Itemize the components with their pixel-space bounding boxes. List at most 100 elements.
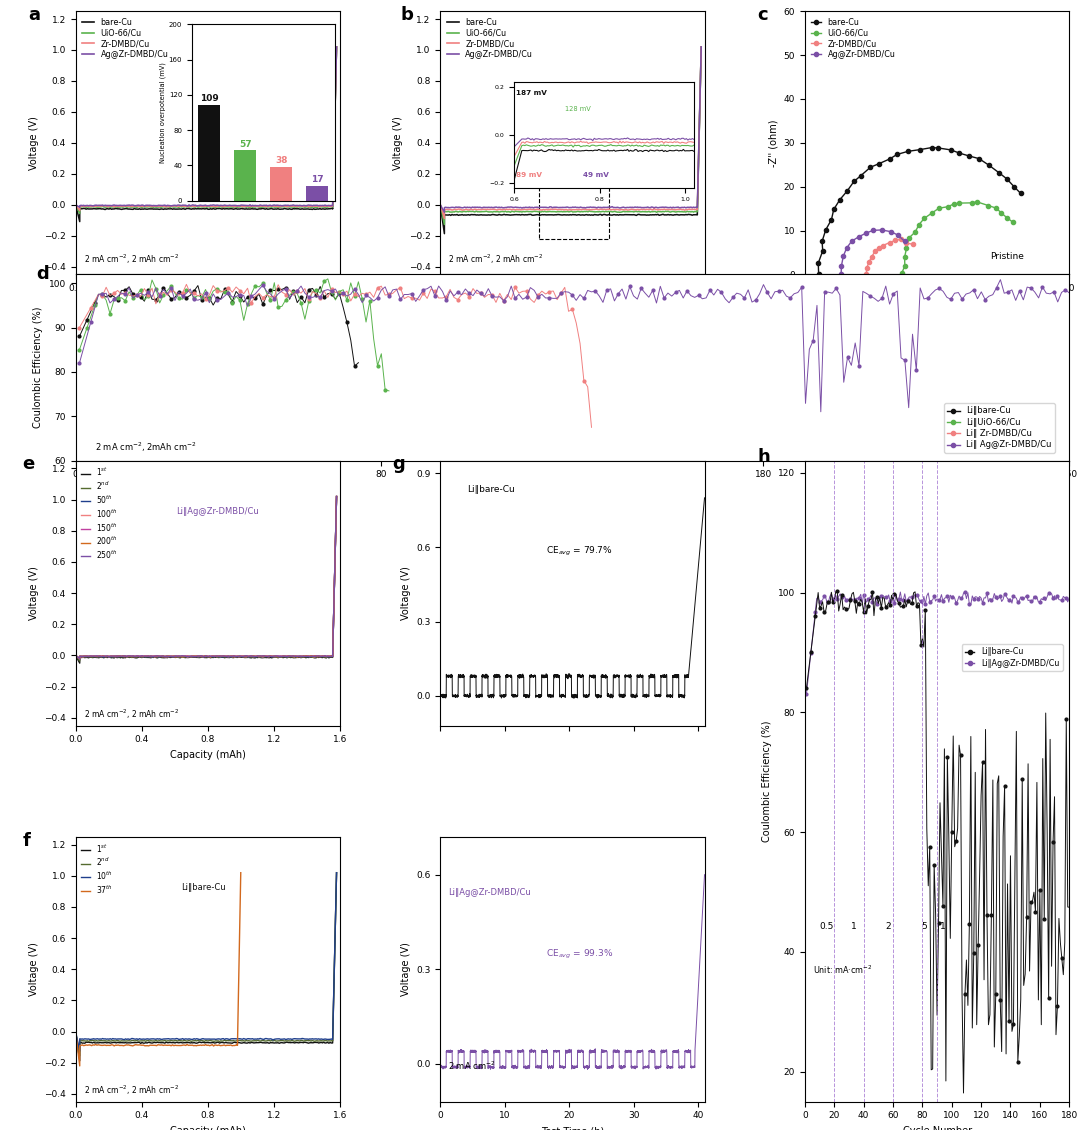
- 150$^{th}$: [157, 650, 170, 663]
- Text: 1$^{st}$: 1$^{st}$: [672, 168, 686, 182]
- 2$^{nd}$: [144, 1034, 157, 1048]
- 10$^{th}$: [73, 1043, 86, 1057]
- 50$^{th}$: [157, 650, 170, 663]
- 10$^{th}$: [73, 1044, 86, 1058]
- 1$^{st}$: [73, 1052, 86, 1066]
- Bar: [539, 171, 609, 238]
- Line: 50$^{th}$: 50$^{th}$: [76, 496, 337, 660]
- Legend: bare-Cu, UiO-66/Cu, Zr-DMBD/Cu, Ag@Zr-DMBD/Cu: bare-Cu, UiO-66/Cu, Zr-DMBD/Cu, Ag@Zr-DM…: [809, 16, 897, 61]
- 1$^{st}$: [330, 866, 343, 879]
- Text: 5: 5: [921, 922, 927, 931]
- Text: 2 mA cm$^{-2}$, 2mAh cm$^{-2}$: 2 mA cm$^{-2}$, 2mAh cm$^{-2}$: [95, 441, 197, 454]
- Text: a: a: [28, 6, 40, 24]
- 50$^{th}$: [197, 650, 210, 663]
- Y-axis label: Voltage (V): Voltage (V): [401, 566, 410, 620]
- Legend: bare-Cu, UiO-66/Cu, Zr-DMBD/Cu, Ag@Zr-DMBD/Cu: bare-Cu, UiO-66/Cu, Zr-DMBD/Cu, Ag@Zr-DM…: [80, 16, 171, 61]
- 200$^{th}$: [73, 652, 86, 666]
- 2$^{nd}$: [330, 489, 343, 503]
- Text: CE$_{avg}$ = 79.7%: CE$_{avg}$ = 79.7%: [546, 545, 612, 558]
- 100$^{th}$: [157, 650, 170, 663]
- 150$^{th}$: [73, 652, 86, 666]
- 150$^{th}$: [69, 649, 82, 662]
- Text: Unit: mA·cm$^{-2}$: Unit: mA·cm$^{-2}$: [813, 963, 873, 975]
- 1$^{st}$: [197, 1035, 210, 1049]
- Line: 150$^{th}$: 150$^{th}$: [76, 496, 337, 659]
- 1$^{st}$: [91, 1036, 104, 1050]
- 1$^{st}$: [203, 1036, 216, 1050]
- Line: 37$^{th}$: 37$^{th}$: [76, 872, 241, 1066]
- Legend: 1$^{st}$, 2$^{nd}$, 50$^{th}$, 100$^{th}$, 150$^{th}$, 200$^{th}$, 250$^{th}$: 1$^{st}$, 2$^{nd}$, 50$^{th}$, 100$^{th}…: [80, 464, 120, 563]
- 1$^{st}$: [157, 1036, 170, 1050]
- Line: 10$^{th}$: 10$^{th}$: [76, 872, 337, 1051]
- 250$^{th}$: [157, 650, 170, 663]
- 2$^{nd}$: [330, 866, 343, 879]
- 50$^{th}$: [330, 489, 343, 503]
- 250$^{th}$: [203, 650, 216, 663]
- X-axis label: Capacity (mAh): Capacity (mAh): [170, 298, 245, 308]
- 10$^{th}$: [157, 1032, 170, 1045]
- 150$^{th}$: [203, 650, 216, 663]
- 100$^{th}$: [73, 652, 86, 666]
- 200$^{th}$: [203, 650, 216, 663]
- Text: Pristine: Pristine: [990, 252, 1024, 261]
- 2$^{nd}$: [91, 650, 104, 663]
- 37$^{th}$: [234, 866, 247, 879]
- Y-axis label: -Z'' (ohm): -Z'' (ohm): [768, 119, 779, 166]
- 100$^{th}$: [69, 649, 82, 662]
- 200$^{th}$: [330, 489, 343, 503]
- 1$^{st}$: [144, 651, 157, 664]
- Text: 2 mA cm$^{-2}$, 2 mAh cm$^{-2}$: 2 mA cm$^{-2}$, 2 mAh cm$^{-2}$: [448, 253, 543, 267]
- Y-axis label: Coulombic Efficiency (%): Coulombic Efficiency (%): [762, 721, 772, 842]
- 1$^{st}$: [69, 1025, 82, 1038]
- 250$^{th}$: [73, 651, 86, 664]
- 2$^{nd}$: [157, 650, 170, 663]
- X-axis label: Z' (ohm): Z' (ohm): [916, 298, 958, 308]
- 100$^{th}$: [144, 650, 157, 663]
- 50$^{th}$: [73, 653, 86, 667]
- Line: 1$^{st}$: 1$^{st}$: [76, 872, 337, 1061]
- Text: c: c: [757, 6, 768, 24]
- 200$^{th}$: [144, 650, 157, 663]
- 1$^{st}$: [203, 651, 216, 664]
- 50$^{th}$: [91, 650, 104, 663]
- Text: Li‖Ag@Zr-DMBD/Cu: Li‖Ag@Zr-DMBD/Cu: [176, 506, 259, 515]
- 2$^{nd}$: [91, 1034, 104, 1048]
- 1$^{st}$: [91, 651, 104, 664]
- 37$^{th}$: [73, 1059, 86, 1072]
- Text: 1: 1: [940, 922, 945, 931]
- Y-axis label: Voltage (V): Voltage (V): [401, 942, 410, 997]
- 2$^{nd}$: [203, 1034, 216, 1048]
- Text: Li‖bare-Cu: Li‖bare-Cu: [181, 883, 226, 892]
- 10$^{th}$: [69, 1025, 82, 1038]
- 100$^{th}$: [330, 489, 343, 503]
- X-axis label: Capacity (mAh): Capacity (mAh): [170, 1125, 245, 1130]
- 1$^{st}$: [330, 489, 343, 503]
- X-axis label: Cycle Number: Cycle Number: [903, 1125, 972, 1130]
- 250$^{th}$: [73, 652, 86, 666]
- Y-axis label: Voltage (V): Voltage (V): [28, 116, 39, 170]
- 200$^{th}$: [157, 649, 170, 662]
- Legend: 1$^{st}$, 2$^{nd}$, 10$^{th}$, 37$^{th}$: 1$^{st}$, 2$^{nd}$, 10$^{th}$, 37$^{th}$: [80, 841, 114, 897]
- 2$^{nd}$: [73, 654, 86, 668]
- 250$^{th}$: [69, 649, 82, 662]
- 50$^{th}$: [73, 652, 86, 666]
- 1$^{st}$: [73, 1054, 86, 1068]
- 200$^{th}$: [69, 649, 82, 662]
- 50$^{th}$: [144, 650, 157, 663]
- X-axis label: Capacity (mAh): Capacity (mAh): [535, 298, 610, 308]
- Text: 0.5: 0.5: [820, 922, 834, 931]
- Legend: bare-Cu, UiO-66/Cu, Zr-DMBD/Cu, Ag@Zr-DMBD/Cu: bare-Cu, UiO-66/Cu, Zr-DMBD/Cu, Ag@Zr-DM…: [444, 16, 536, 61]
- 37$^{th}$: [69, 1025, 82, 1038]
- 37$^{th}$: [231, 1011, 244, 1025]
- 150$^{th}$: [91, 650, 104, 663]
- Text: 2 mA cm$^{-2}$, 2 mAh cm$^{-2}$: 2 mA cm$^{-2}$, 2 mAh cm$^{-2}$: [83, 1084, 179, 1097]
- 2$^{nd}$: [197, 1034, 210, 1048]
- Text: h: h: [757, 447, 770, 466]
- X-axis label: Cycle Number: Cycle Number: [538, 485, 607, 495]
- Y-axis label: Voltage (V): Voltage (V): [393, 116, 403, 170]
- 2$^{nd}$: [69, 1025, 82, 1038]
- Y-axis label: Coulombic Efficiency (%): Coulombic Efficiency (%): [33, 306, 43, 428]
- Line: 1$^{st}$: 1$^{st}$: [76, 496, 337, 663]
- Line: 2$^{nd}$: 2$^{nd}$: [76, 872, 337, 1055]
- 2$^{nd}$: [73, 1049, 86, 1062]
